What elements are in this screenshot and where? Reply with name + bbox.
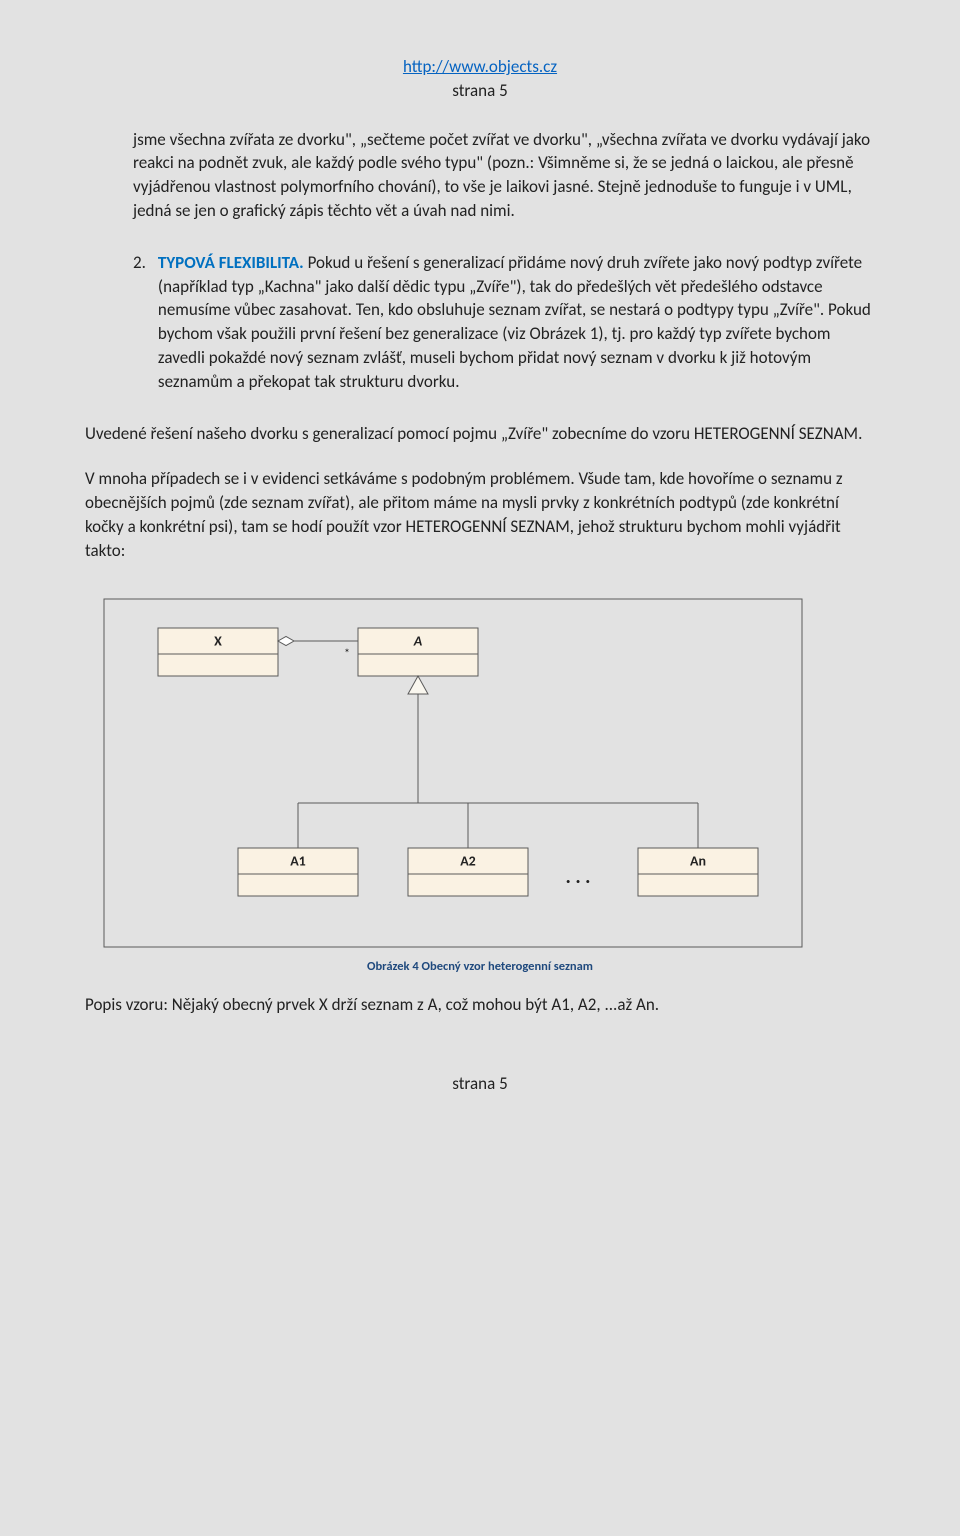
svg-text:X: X: [214, 632, 222, 649]
paragraph-5: Popis vzoru: Nějaký obecný prvek X drží …: [85, 993, 875, 1017]
paragraph-3: Uvedené řešení našeho dvorku s generaliz…: [85, 422, 875, 446]
list-item-number: 2.: [133, 251, 146, 394]
header-page-label: strana 5: [452, 80, 507, 101]
svg-text:A1: A1: [290, 852, 306, 869]
svg-text:*: *: [344, 647, 350, 661]
list-item-2: 2. TYPOVÁ FLEXIBILITA. Pokud u řešení s …: [85, 251, 875, 394]
uml-diagram: X A A1 A2 An * . . .: [103, 598, 875, 948]
list-item-text: TYPOVÁ FLEXIBILITA. Pokud u řešení s gen…: [158, 251, 875, 394]
svg-text:A: A: [413, 632, 423, 649]
flex-label: TYPOVÁ FLEXIBILITA.: [158, 252, 304, 273]
uml-svg: X A A1 A2 An * . . .: [103, 598, 803, 948]
page-header: http://www.objects.cz strana 5: [85, 55, 875, 103]
svg-text:A2: A2: [460, 852, 476, 869]
svg-text:An: An: [690, 852, 706, 869]
svg-text:. . .: . . .: [565, 865, 590, 889]
figure-caption: Obrázek 4 Obecný vzor heterogenní seznam: [85, 958, 875, 976]
paragraph-1: jsme všechna zvířata ze dvorku", „sečtem…: [85, 128, 875, 223]
page-footer: strana 5: [85, 1072, 875, 1096]
header-url-link[interactable]: http://www.objects.cz: [403, 56, 557, 77]
paragraph-4: V mnoha případech se i v evidenci setkáv…: [85, 467, 875, 562]
